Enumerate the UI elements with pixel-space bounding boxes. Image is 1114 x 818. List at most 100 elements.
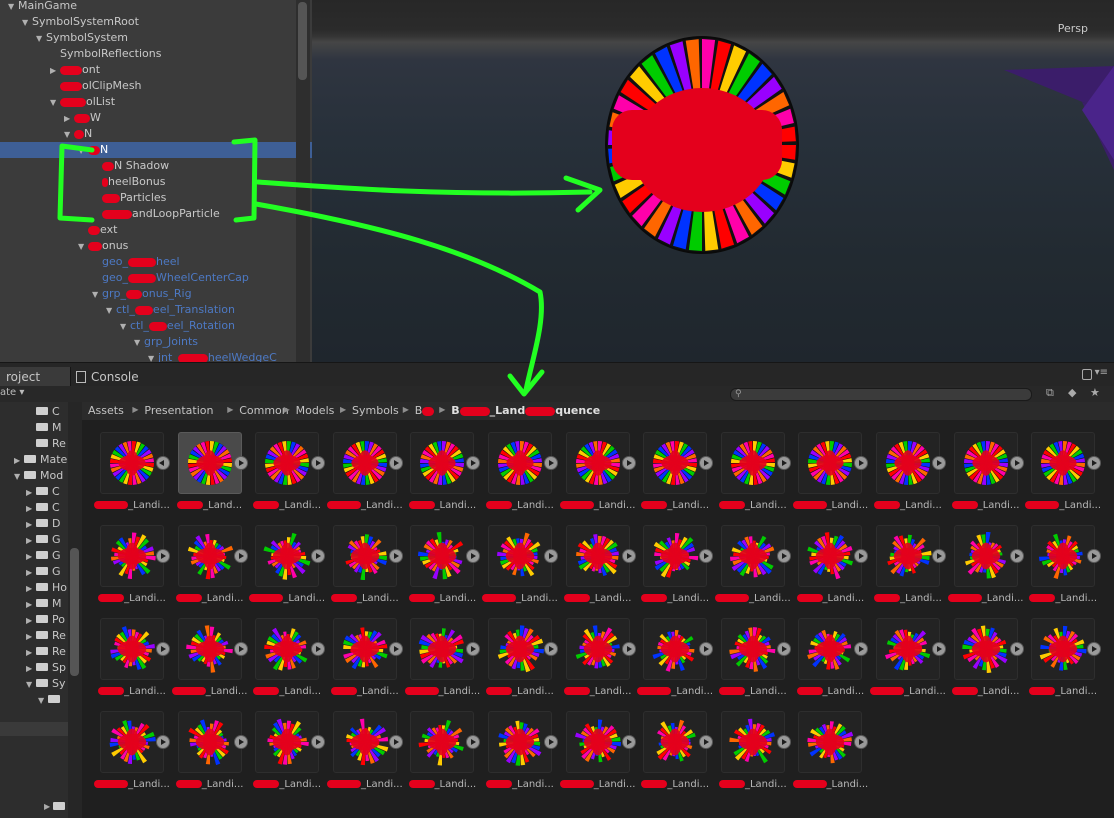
tree-arrow-icon[interactable]: ▶ bbox=[26, 552, 33, 561]
hierarchy-row[interactable]: ▼ grp_ onus_Rig bbox=[0, 286, 192, 302]
project-tree-row[interactable]: ▶ G bbox=[26, 564, 61, 580]
asset-item[interactable]: _Landi... bbox=[641, 432, 721, 520]
asset-thumbnail[interactable] bbox=[798, 525, 863, 587]
asset-item[interactable]: _Landi... bbox=[714, 525, 799, 613]
expand-arrow-icon[interactable]: ▼ bbox=[92, 290, 99, 299]
breadcrumb-item[interactable]: B bbox=[415, 404, 435, 417]
asset-thumbnail[interactable] bbox=[332, 711, 397, 773]
expand-button[interactable] bbox=[233, 456, 248, 470]
persp-label[interactable]: Persp bbox=[1057, 22, 1088, 35]
asset-item[interactable]: _Landi... bbox=[408, 711, 488, 799]
project-tree-row[interactable]: M bbox=[26, 420, 62, 436]
asset-item[interactable]: _Landi... bbox=[792, 711, 876, 799]
expand-button[interactable] bbox=[1009, 456, 1024, 470]
asset-thumbnail[interactable] bbox=[488, 711, 552, 773]
asset-item[interactable]: _Landi... bbox=[98, 618, 178, 706]
asset-thumbnail[interactable] bbox=[643, 711, 708, 773]
tree-bottom-folder[interactable]: ▶ bbox=[44, 801, 69, 811]
hierarchy-row[interactable]: ▼ olList bbox=[0, 94, 115, 110]
asset-thumbnail[interactable] bbox=[410, 432, 475, 494]
breadcrumb-item[interactable]: Presentation bbox=[144, 404, 213, 417]
hierarchy-row[interactable]: andLoopParticle bbox=[0, 206, 220, 222]
asset-thumbnail[interactable] bbox=[953, 618, 1018, 680]
hierarchy-row[interactable]: geo_ WheelCenterCap bbox=[0, 270, 249, 286]
asset-item[interactable]: _Landi... bbox=[408, 432, 488, 520]
asset-item[interactable]: _Landi... bbox=[486, 711, 566, 799]
expand-button[interactable] bbox=[388, 456, 403, 470]
project-tree-row[interactable]: ▶ G bbox=[26, 548, 61, 564]
expand-arrow-icon[interactable]: ▼ bbox=[134, 338, 141, 347]
asset-thumbnail[interactable] bbox=[565, 711, 630, 773]
project-tree-row[interactable]: ▶ D bbox=[26, 516, 60, 532]
asset-item[interactable]: _Land... bbox=[177, 432, 256, 520]
asset-thumbnail[interactable] bbox=[720, 618, 785, 680]
asset-item[interactable]: _Landi... bbox=[408, 525, 488, 613]
asset-item[interactable]: _Landi... bbox=[563, 525, 644, 613]
expand-button[interactable] bbox=[466, 642, 481, 656]
asset-thumbnail[interactable] bbox=[332, 525, 397, 587]
project-tree-row[interactable]: ▼ Mod bbox=[14, 468, 63, 484]
expand-button[interactable] bbox=[854, 642, 869, 656]
expand-button[interactable] bbox=[776, 549, 791, 563]
asset-thumbnail[interactable] bbox=[876, 525, 940, 587]
asset-thumbnail[interactable] bbox=[100, 711, 164, 773]
expand-arrow-icon[interactable]: ▼ bbox=[36, 34, 43, 43]
expand-button[interactable] bbox=[311, 549, 326, 563]
expand-arrow-icon[interactable]: ▼ bbox=[8, 2, 15, 11]
asset-thumbnail[interactable] bbox=[255, 525, 320, 587]
asset-thumbnail[interactable] bbox=[255, 618, 320, 680]
tree-arrow-icon[interactable]: ▶ bbox=[26, 616, 33, 625]
asset-item[interactable]: _Landi... bbox=[253, 711, 333, 799]
expand-button[interactable] bbox=[699, 549, 714, 563]
asset-thumbnail[interactable] bbox=[332, 432, 397, 494]
expand-arrow-icon[interactable]: ▼ bbox=[50, 98, 57, 107]
asset-item[interactable]: _Landi... bbox=[951, 432, 1032, 520]
tree-arrow-icon[interactable]: ▶ bbox=[26, 504, 33, 513]
search-input[interactable]: ⚲ bbox=[730, 388, 1032, 401]
hierarchy-row[interactable]: ▼ ctl_ eel_Rotation bbox=[0, 318, 235, 334]
hierarchy-row[interactable]: N Shadow bbox=[0, 158, 169, 174]
asset-thumbnail[interactable] bbox=[798, 711, 863, 773]
asset-item[interactable]: _Landi... bbox=[718, 618, 799, 706]
tree-arrow-icon[interactable]: ▶ bbox=[26, 568, 33, 577]
asset-thumbnail[interactable] bbox=[1031, 432, 1096, 494]
asset-thumbnail[interactable] bbox=[1031, 618, 1096, 680]
expand-button[interactable] bbox=[233, 549, 248, 563]
expand-button[interactable] bbox=[621, 549, 636, 563]
project-tree-scrollbar-thumb[interactable] bbox=[70, 548, 79, 676]
expand-button[interactable] bbox=[1087, 456, 1102, 470]
project-tree-row[interactable]: ▶ Sp bbox=[26, 660, 66, 676]
asset-item[interactable]: _Landi... bbox=[951, 618, 1032, 706]
scene-view[interactable]: Persp bbox=[312, 0, 1114, 362]
asset-item[interactable]: _Landi... bbox=[330, 525, 411, 613]
asset-item[interactable]: _Landi... bbox=[326, 711, 411, 799]
breadcrumb-item[interactable]: Assets bbox=[88, 404, 124, 417]
hierarchy-row[interactable]: ▼ jnt_ heelWedgeC bbox=[0, 350, 277, 362]
project-tree-row[interactable]: ▶ Ho bbox=[26, 580, 67, 596]
expand-button[interactable] bbox=[544, 735, 558, 749]
hierarchy-row[interactable]: ▼ onus bbox=[0, 238, 128, 254]
asset-item[interactable]: _Landi... bbox=[175, 711, 256, 799]
expand-button[interactable] bbox=[388, 642, 403, 656]
asset-item[interactable]: _Landi... bbox=[326, 432, 411, 520]
asset-item[interactable]: _Landi... bbox=[637, 618, 721, 706]
tree-arrow-icon[interactable]: ▶ bbox=[26, 664, 33, 673]
expand-button[interactable] bbox=[388, 549, 403, 563]
hierarchy-row[interactable]: ▼ grp_Joints bbox=[0, 334, 198, 350]
breadcrumb-item[interactable]: Symbols bbox=[352, 404, 399, 417]
expand-button[interactable] bbox=[699, 456, 714, 470]
collapse-button[interactable] bbox=[156, 456, 170, 470]
tab-project[interactable]: roject bbox=[0, 367, 71, 387]
expand-button[interactable] bbox=[776, 456, 791, 470]
hierarchy-scrollbar-thumb[interactable] bbox=[298, 2, 307, 80]
hierarchy-row[interactable]: ▼ MainGame bbox=[0, 0, 77, 14]
expand-arrow-icon[interactable]: ▼ bbox=[78, 242, 85, 251]
project-tree-row[interactable]: C bbox=[26, 404, 60, 420]
asset-item[interactable]: _Landi... bbox=[253, 618, 333, 706]
asset-item[interactable]: _Landi... bbox=[249, 525, 333, 613]
asset-thumbnail[interactable] bbox=[488, 618, 552, 680]
project-tree-row[interactable]: ▼ bbox=[38, 692, 64, 708]
expand-button[interactable] bbox=[932, 456, 946, 470]
hierarchy-row[interactable]: ▼ N bbox=[0, 126, 92, 142]
tree-arrow-icon[interactable]: ▶ bbox=[26, 488, 33, 497]
